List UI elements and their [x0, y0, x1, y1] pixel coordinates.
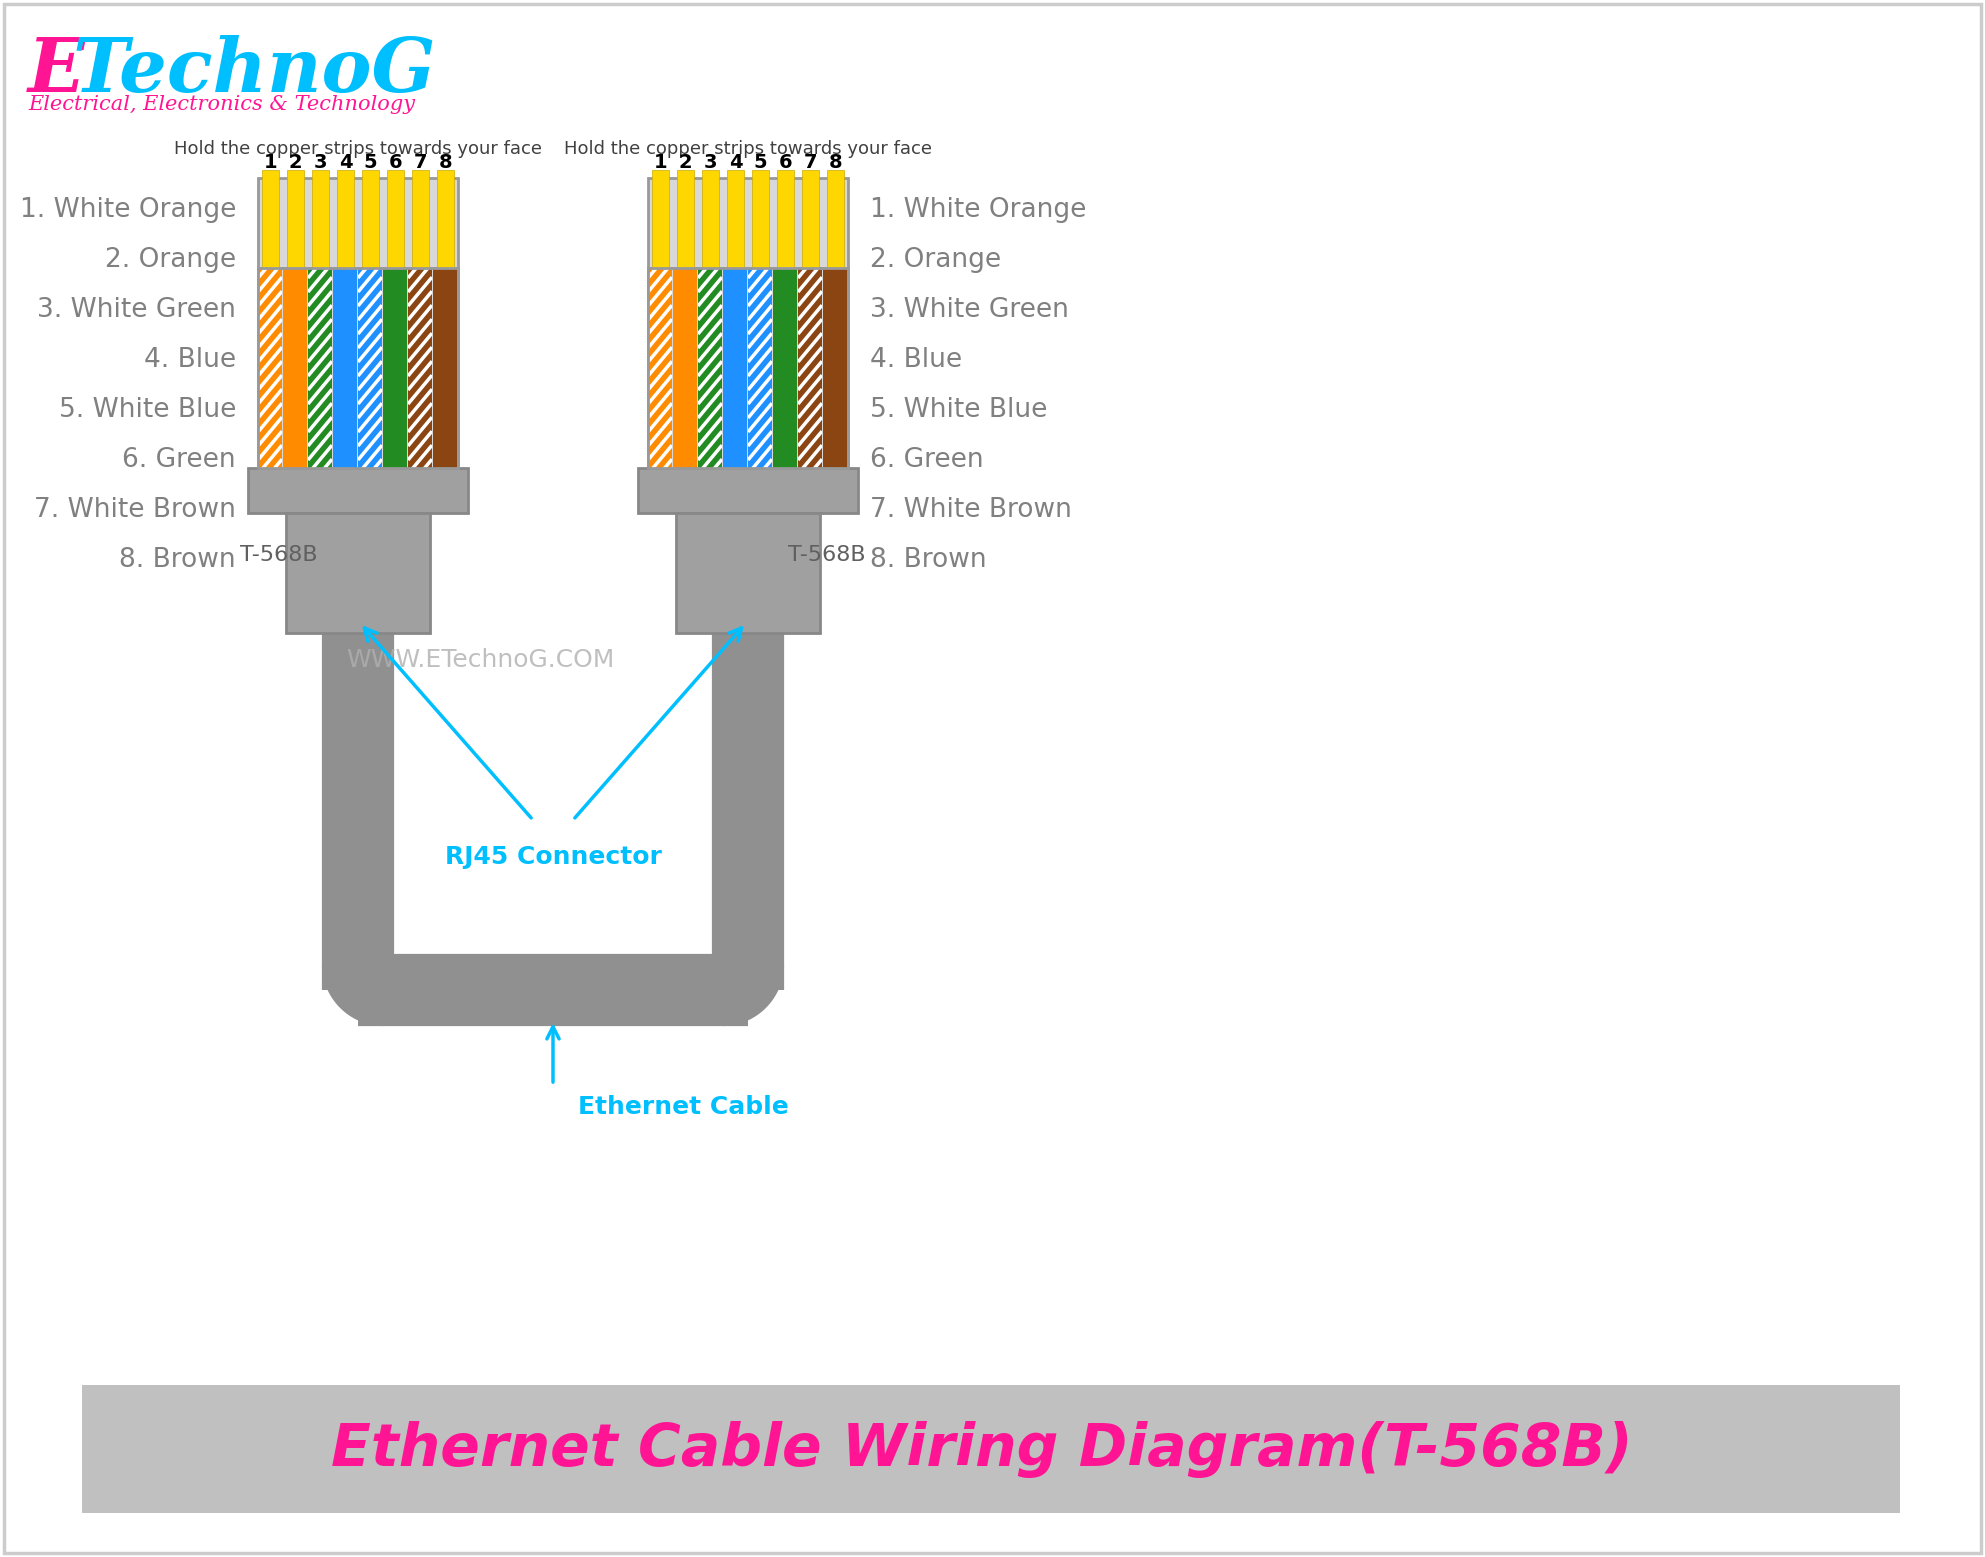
Bar	[258, 268, 282, 469]
Bar	[433, 268, 457, 469]
Bar	[357, 268, 381, 469]
Text: 1: 1	[264, 153, 278, 171]
Text: Ethernet Cable: Ethernet Cable	[578, 1095, 788, 1119]
Text: E: E	[28, 34, 85, 107]
Bar	[647, 268, 848, 469]
Bar	[409, 268, 433, 469]
Text: 8: 8	[828, 153, 842, 171]
Text: 1. White Orange: 1. White Orange	[869, 198, 1086, 223]
Bar	[677, 170, 695, 272]
Text: 4. Blue: 4. Blue	[869, 347, 963, 374]
Text: 2. Orange: 2. Orange	[105, 248, 236, 272]
Text: Ethernet Cable Wiring Diagram(T-568B): Ethernet Cable Wiring Diagram(T-568B)	[331, 1420, 1634, 1478]
Bar	[258, 268, 459, 469]
Text: 3. White Green: 3. White Green	[869, 297, 1068, 322]
Text: WWW.ETechnoG.COM: WWW.ETechnoG.COM	[345, 648, 613, 673]
Bar	[776, 170, 794, 272]
Text: 6. Green: 6. Green	[869, 447, 985, 473]
Text: 4: 4	[339, 153, 351, 171]
Bar	[647, 268, 673, 469]
Bar	[637, 469, 858, 512]
Bar	[308, 268, 331, 469]
Text: 7: 7	[804, 153, 818, 171]
Text: TechnoG: TechnoG	[71, 34, 435, 107]
Bar	[824, 268, 848, 469]
Text: Electrical, Electronics & Technology: Electrical, Electronics & Technology	[28, 95, 415, 114]
Bar	[748, 268, 772, 469]
Text: 2. Orange: 2. Orange	[869, 248, 1000, 272]
Bar	[258, 268, 282, 469]
Text: 5. White Blue: 5. White Blue	[869, 397, 1048, 424]
Bar	[357, 268, 381, 469]
Text: 8. Brown: 8. Brown	[119, 547, 236, 573]
Bar	[703, 170, 719, 272]
Text: T-568B: T-568B	[788, 545, 865, 565]
Text: 1: 1	[653, 153, 667, 171]
Bar	[312, 170, 330, 272]
Bar	[387, 170, 405, 272]
Bar	[748, 268, 772, 469]
Bar	[647, 177, 848, 268]
Bar	[361, 170, 379, 272]
Bar	[248, 469, 468, 512]
Bar	[333, 268, 357, 469]
Text: 3: 3	[705, 153, 717, 171]
Bar	[409, 268, 433, 469]
Text: 6. Green: 6. Green	[123, 447, 236, 473]
Bar	[383, 268, 407, 469]
Text: 7. White Brown: 7. White Brown	[869, 497, 1072, 523]
Text: 3: 3	[314, 153, 328, 171]
Text: RJ45 Connector: RJ45 Connector	[445, 845, 661, 869]
Bar	[727, 170, 744, 272]
Text: 5: 5	[754, 153, 768, 171]
Bar	[723, 268, 746, 469]
Text: 4: 4	[728, 153, 742, 171]
Bar	[286, 170, 304, 272]
Bar	[699, 268, 723, 469]
Bar	[258, 177, 459, 268]
Bar	[258, 268, 459, 469]
Text: 2: 2	[288, 153, 302, 171]
Bar	[262, 170, 280, 272]
Text: 4. Blue: 4. Blue	[143, 347, 236, 374]
Bar	[798, 268, 822, 469]
Bar	[308, 268, 331, 469]
Bar	[81, 1386, 1900, 1513]
Text: 8: 8	[439, 153, 453, 171]
Bar	[826, 170, 844, 272]
Text: 6: 6	[389, 153, 403, 171]
Bar	[284, 268, 308, 469]
Bar	[337, 170, 353, 272]
Text: 1. White Orange: 1. White Orange	[20, 198, 236, 223]
Text: Hold the copper strips towards your face: Hold the copper strips towards your face	[564, 140, 933, 157]
Bar	[651, 170, 669, 272]
Bar	[699, 268, 723, 469]
Bar	[647, 268, 848, 469]
Text: 6: 6	[778, 153, 792, 171]
Bar	[411, 170, 429, 272]
Text: 7. White Brown: 7. White Brown	[34, 497, 236, 523]
Bar	[802, 170, 820, 272]
Bar	[437, 170, 455, 272]
Bar	[673, 268, 697, 469]
Bar	[752, 170, 770, 272]
Bar	[286, 512, 431, 634]
Text: 8. Brown: 8. Brown	[869, 547, 987, 573]
Bar	[798, 268, 822, 469]
Text: T-568B: T-568B	[240, 545, 318, 565]
Bar	[677, 512, 820, 634]
Text: 3. White Green: 3. White Green	[38, 297, 236, 322]
Text: 5. White Blue: 5. White Blue	[60, 397, 236, 424]
Bar	[772, 268, 798, 469]
Bar	[647, 268, 673, 469]
Text: 5: 5	[363, 153, 377, 171]
Text: 7: 7	[413, 153, 427, 171]
Text: 2: 2	[679, 153, 693, 171]
Text: Hold the copper strips towards your face: Hold the copper strips towards your face	[175, 140, 542, 157]
